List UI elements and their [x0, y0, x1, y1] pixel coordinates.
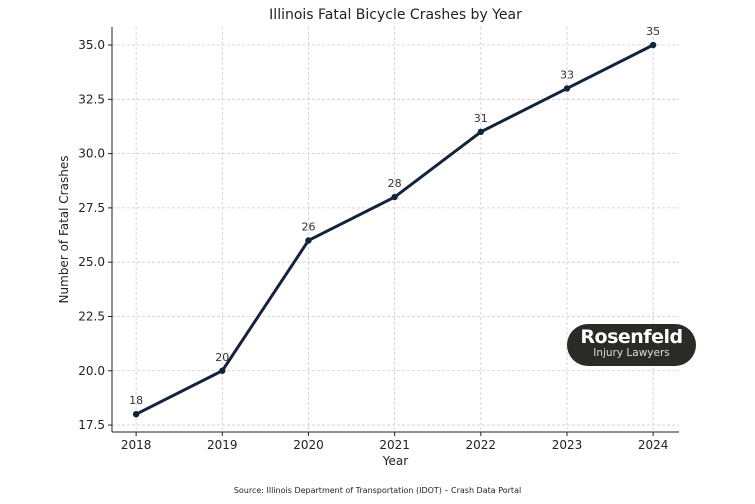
y-tick-label: 25.0: [78, 255, 105, 269]
data-point: [391, 193, 398, 201]
data-label: 20: [215, 351, 229, 364]
data-label: 31: [474, 112, 488, 125]
y-tick-label: 35.0: [78, 38, 105, 52]
y-tick-label: 22.5: [78, 309, 105, 323]
y-tick-label: 17.5: [78, 418, 105, 432]
x-tick-label: 2023: [552, 438, 583, 452]
x-tick-label: 2019: [207, 438, 238, 452]
y-tick-label: 32.5: [78, 92, 105, 106]
data-point: [305, 237, 312, 244]
y-tick-label: 30.0: [78, 147, 105, 161]
y-axis-label: Number of Fatal Crashes: [57, 156, 71, 304]
data-label: 28: [388, 177, 402, 190]
data-point: [477, 128, 485, 136]
chart-title: Illinois Fatal Bicycle Crashes by Year: [269, 7, 522, 23]
data-label: 33: [560, 68, 574, 81]
data-label: 18: [129, 394, 143, 407]
logo-line2: Injury Lawyers: [593, 347, 670, 359]
logo-line1: Rosenfeld: [580, 326, 683, 348]
data-point: [563, 85, 571, 92]
data-point: [649, 41, 657, 49]
x-axis-label: Year: [382, 454, 408, 468]
y-tick-label: 20.0: [78, 364, 105, 378]
x-tick-label: 2020: [293, 438, 324, 452]
y-tick-label: 27.5: [78, 201, 105, 215]
data-point: [132, 410, 140, 418]
rosenfeld-logo: Rosenfeld Injury Lawyers: [567, 324, 696, 366]
x-tick-label: 2022: [466, 438, 497, 452]
x-tick-label: 2021: [379, 438, 410, 452]
data-label: 26: [301, 220, 315, 233]
x-tick-label: 2024: [638, 438, 669, 452]
data-label: 35: [646, 25, 660, 38]
source-note: Source: Illinois Department of Transport…: [233, 486, 522, 495]
x-tick-label: 2018: [121, 438, 152, 452]
data-point: [219, 367, 226, 374]
